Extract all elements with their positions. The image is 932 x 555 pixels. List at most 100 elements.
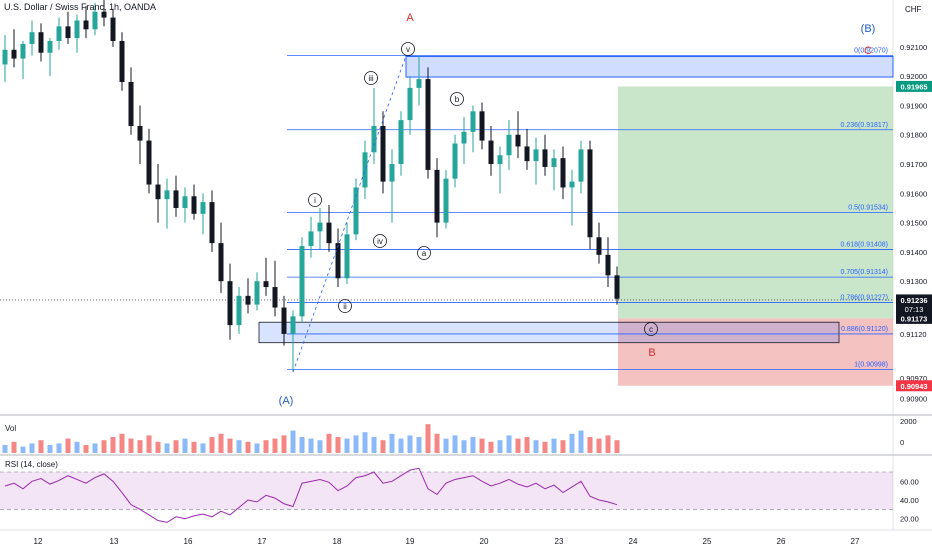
candle-body [263, 281, 269, 288]
fib-label: 0.236(0.91817) [841, 122, 888, 129]
volume-bar [344, 438, 350, 453]
candle-body [596, 237, 602, 255]
candle-body [434, 169, 440, 223]
y-tick: 0.91600 [900, 189, 927, 198]
volume-bar [569, 433, 575, 453]
volume-bar [470, 437, 476, 453]
candle-body [308, 231, 314, 247]
volume-bar [416, 437, 422, 453]
volume-bar [533, 440, 539, 453]
volume-bar [362, 432, 368, 453]
x-tick: 25 [703, 537, 712, 546]
candle-body [137, 125, 143, 141]
volume-bar [191, 441, 197, 453]
volume-bar [479, 438, 485, 453]
volume-bar [218, 433, 224, 453]
volume-bar [290, 430, 296, 453]
candle-body [218, 243, 224, 282]
axis-currency: CHF [905, 5, 922, 14]
candle-body [182, 196, 188, 208]
candle-body [101, 11, 107, 18]
x-tick: 20 [480, 537, 489, 546]
volume-bar [29, 443, 35, 453]
y-tick: 0.92000 [900, 72, 927, 81]
volume-bar [461, 440, 467, 453]
candle-body [200, 202, 206, 214]
candle-body [524, 146, 530, 162]
rsi-tick: 40.00 [900, 496, 919, 505]
stop-zone [618, 318, 893, 386]
volume-bar [551, 438, 557, 453]
volume-tick: 0 [900, 438, 904, 447]
candle-body [281, 307, 287, 334]
rsi-tick: 20.00 [900, 515, 919, 524]
price-tag [896, 294, 932, 315]
volume-bar [173, 440, 179, 453]
y-tick: 0.91900 [900, 101, 927, 110]
wave-label-iv: iv [377, 237, 383, 246]
candle-body [515, 134, 521, 147]
candle-body [335, 243, 341, 279]
candle-body [74, 20, 80, 39]
volume-bar [434, 433, 440, 453]
wave-label-C: C [864, 45, 872, 57]
wave-circle [364, 71, 378, 85]
candle-body [353, 187, 359, 235]
wave-label-b: b [455, 95, 460, 104]
candle-body [245, 295, 251, 305]
volume-bar [2, 445, 8, 453]
symbol-title: U.S. Dollar / Swiss Franc, 1h, OANDA [4, 2, 157, 12]
wave-label-(B): (B) [861, 23, 876, 35]
candle-body [389, 164, 395, 182]
volume-bar [38, 440, 44, 453]
volume-bar [164, 443, 170, 453]
volume-bar [20, 446, 26, 453]
demand-zone [258, 321, 840, 344]
volume-bar [335, 437, 341, 453]
volume-bar [317, 440, 323, 453]
candle-body [416, 79, 422, 88]
volume-bar [587, 437, 593, 453]
volume-bar [128, 438, 134, 453]
candle-body [191, 196, 197, 214]
candle-body [173, 190, 179, 208]
price-tag [896, 380, 932, 392]
wave-trendline [292, 55, 407, 373]
candle-body [551, 158, 557, 167]
volume-bar [65, 438, 71, 453]
price-tag-text: 0.91236 [900, 296, 927, 305]
volume-bar [281, 435, 287, 453]
price-tag [896, 80, 932, 92]
volume-bar [560, 440, 566, 453]
fib-label: 0.705(0.91314) [841, 269, 888, 276]
volume-bar [407, 435, 413, 453]
candle-body [497, 155, 503, 165]
rsi-tick: 60.00 [900, 477, 919, 486]
volume-bar [578, 430, 584, 453]
candle-body [407, 87, 413, 121]
volume-bar [596, 438, 602, 453]
volume-bar [371, 437, 377, 453]
candle-body [146, 140, 152, 185]
volume-bar [110, 437, 116, 453]
y-tick: 0.91700 [900, 160, 927, 169]
volume-bar [488, 441, 494, 453]
wave-label-c: c [649, 325, 653, 334]
price-tag-text: 0.90943 [900, 382, 927, 391]
candle-body [443, 178, 449, 223]
candle-body [290, 316, 296, 334]
candle-body [344, 234, 350, 279]
wave-label-a: a [422, 249, 427, 258]
candle-body [83, 20, 89, 30]
candle-body [299, 246, 305, 317]
candle-body [533, 149, 539, 162]
wave-label-B: B [648, 347, 655, 359]
wave-label-i: i [314, 196, 316, 205]
volume-bar [83, 445, 89, 453]
y-tick: 0.91400 [900, 248, 927, 257]
x-tick: 12 [34, 537, 43, 546]
x-tick: 16 [184, 537, 193, 546]
candle-body [209, 202, 215, 244]
